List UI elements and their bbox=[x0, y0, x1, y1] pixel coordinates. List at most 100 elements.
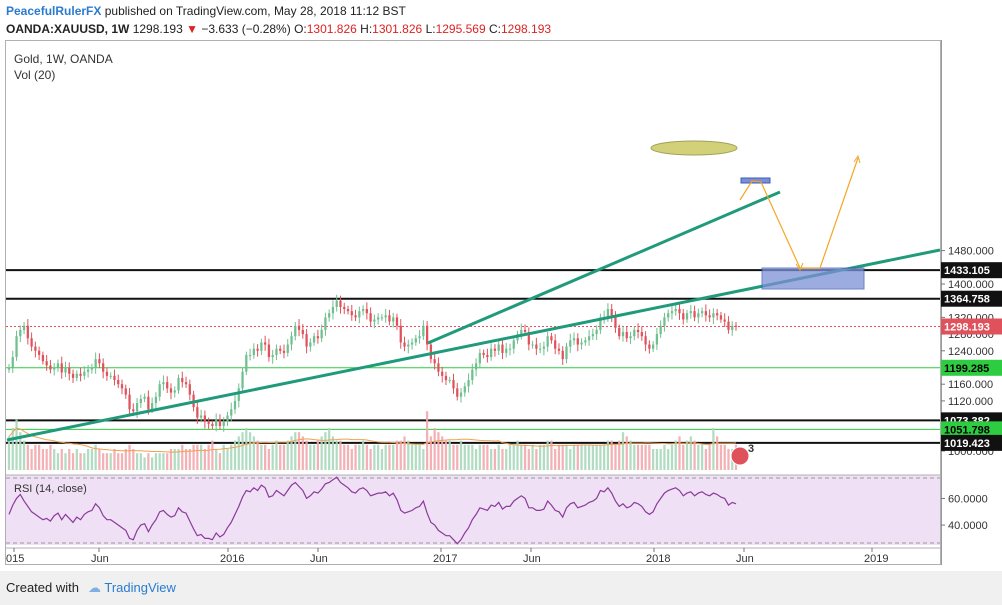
volume-bar bbox=[83, 453, 86, 470]
candle-body bbox=[640, 332, 643, 337]
candle-body bbox=[64, 367, 67, 373]
candle-body bbox=[94, 359, 97, 368]
volume-bar bbox=[169, 449, 173, 470]
candle-body bbox=[572, 338, 576, 341]
candle-body bbox=[135, 402, 139, 412]
candle-body bbox=[49, 365, 52, 370]
volume-bar bbox=[143, 457, 146, 470]
volume-bar bbox=[595, 444, 598, 470]
volume-bar bbox=[324, 432, 327, 470]
high-value: 1301.826 bbox=[372, 22, 423, 36]
volume-bar bbox=[621, 432, 625, 470]
candle-body bbox=[591, 334, 594, 337]
candle-body bbox=[30, 338, 33, 347]
candle-body bbox=[425, 325, 429, 345]
volume-bar bbox=[132, 449, 135, 470]
volume-bar bbox=[685, 440, 689, 470]
volume-bar bbox=[199, 444, 203, 470]
volume-badge-icon bbox=[730, 446, 750, 466]
volume-bar bbox=[584, 444, 587, 470]
time-tick-label: Jun bbox=[736, 553, 754, 565]
candle-body bbox=[309, 342, 312, 347]
candle-body bbox=[162, 382, 165, 385]
candle-body bbox=[474, 363, 478, 370]
volume-bar bbox=[712, 428, 715, 470]
volume-bar bbox=[640, 444, 643, 470]
candle-body bbox=[199, 415, 203, 418]
candle-body bbox=[565, 346, 568, 360]
candle-body bbox=[154, 396, 158, 403]
candle-body bbox=[542, 346, 546, 349]
volume-badge-label: 3 bbox=[748, 443, 754, 455]
volume-bar bbox=[606, 440, 610, 470]
tradingview-brand[interactable]: ☁ TradingView bbox=[88, 580, 176, 596]
volume-bar bbox=[644, 444, 647, 470]
price-tick-label: 1160.000 bbox=[948, 379, 993, 391]
volume-bar bbox=[309, 444, 312, 470]
volume-bar bbox=[700, 444, 704, 470]
volume-bar bbox=[561, 444, 564, 470]
chart-pane[interactable] bbox=[5, 40, 941, 565]
candle-body bbox=[490, 348, 493, 358]
rsi-line bbox=[8, 476, 737, 545]
candle-body bbox=[546, 336, 549, 347]
level-badge bbox=[941, 359, 1002, 376]
volume-bar bbox=[71, 453, 75, 470]
candle-body bbox=[181, 377, 184, 383]
volume-bar bbox=[478, 444, 481, 470]
volume-bar bbox=[576, 444, 579, 470]
volume-bar bbox=[252, 436, 255, 470]
candle-body bbox=[610, 309, 613, 316]
volume-bar bbox=[429, 436, 433, 470]
volume-bar bbox=[203, 449, 207, 470]
candle-body bbox=[625, 332, 628, 339]
volume-bar bbox=[343, 444, 346, 470]
candle-body bbox=[678, 309, 681, 314]
volume-bar bbox=[105, 453, 109, 470]
volume-bar bbox=[441, 436, 444, 470]
price-tick-label: 1480.000 bbox=[948, 246, 994, 258]
volume-bar bbox=[264, 444, 267, 470]
volume-bar bbox=[282, 444, 286, 470]
volume-bar bbox=[26, 444, 29, 470]
volume-bar bbox=[651, 449, 655, 470]
footer: Created with ☁ TradingView bbox=[0, 571, 1002, 605]
open-label: O: bbox=[294, 22, 307, 36]
author-link[interactable]: PeacefulRulerFX bbox=[6, 4, 102, 18]
time-tick-label: Jun bbox=[310, 553, 328, 565]
candle-body bbox=[305, 334, 308, 347]
volume-bar bbox=[467, 444, 470, 470]
volume-bar bbox=[501, 449, 504, 470]
volume-bar bbox=[113, 449, 116, 470]
candle-body bbox=[147, 396, 150, 410]
volume-bar bbox=[267, 449, 271, 470]
level-badge-label: 1364.758 bbox=[944, 294, 990, 306]
candle-body bbox=[105, 371, 109, 376]
volume-bar bbox=[704, 449, 707, 470]
volume-bar bbox=[693, 440, 696, 470]
volume-bar bbox=[565, 444, 568, 470]
volume-bar bbox=[516, 440, 519, 470]
candle-body bbox=[173, 390, 176, 393]
volume-bar bbox=[151, 457, 154, 470]
volume-bar bbox=[117, 453, 120, 470]
candle-body bbox=[252, 348, 255, 355]
volume-bar bbox=[271, 444, 274, 470]
candle-body bbox=[151, 402, 154, 410]
candle-body bbox=[463, 386, 466, 393]
candle-body bbox=[203, 415, 207, 422]
candle-body bbox=[22, 325, 26, 330]
cloud-icon: ☁ bbox=[88, 580, 101, 595]
candle-body bbox=[188, 384, 191, 395]
volume-bar bbox=[354, 444, 357, 470]
volume-bar bbox=[554, 449, 557, 470]
volume-bar bbox=[614, 444, 617, 470]
volume-bar bbox=[603, 444, 606, 470]
candle-body bbox=[493, 348, 497, 351]
candle-body bbox=[294, 325, 297, 337]
candle-body bbox=[120, 384, 124, 389]
candle-body bbox=[218, 419, 222, 426]
volume-bar bbox=[727, 449, 730, 470]
candle-body bbox=[26, 325, 29, 339]
candle-body bbox=[618, 327, 621, 337]
